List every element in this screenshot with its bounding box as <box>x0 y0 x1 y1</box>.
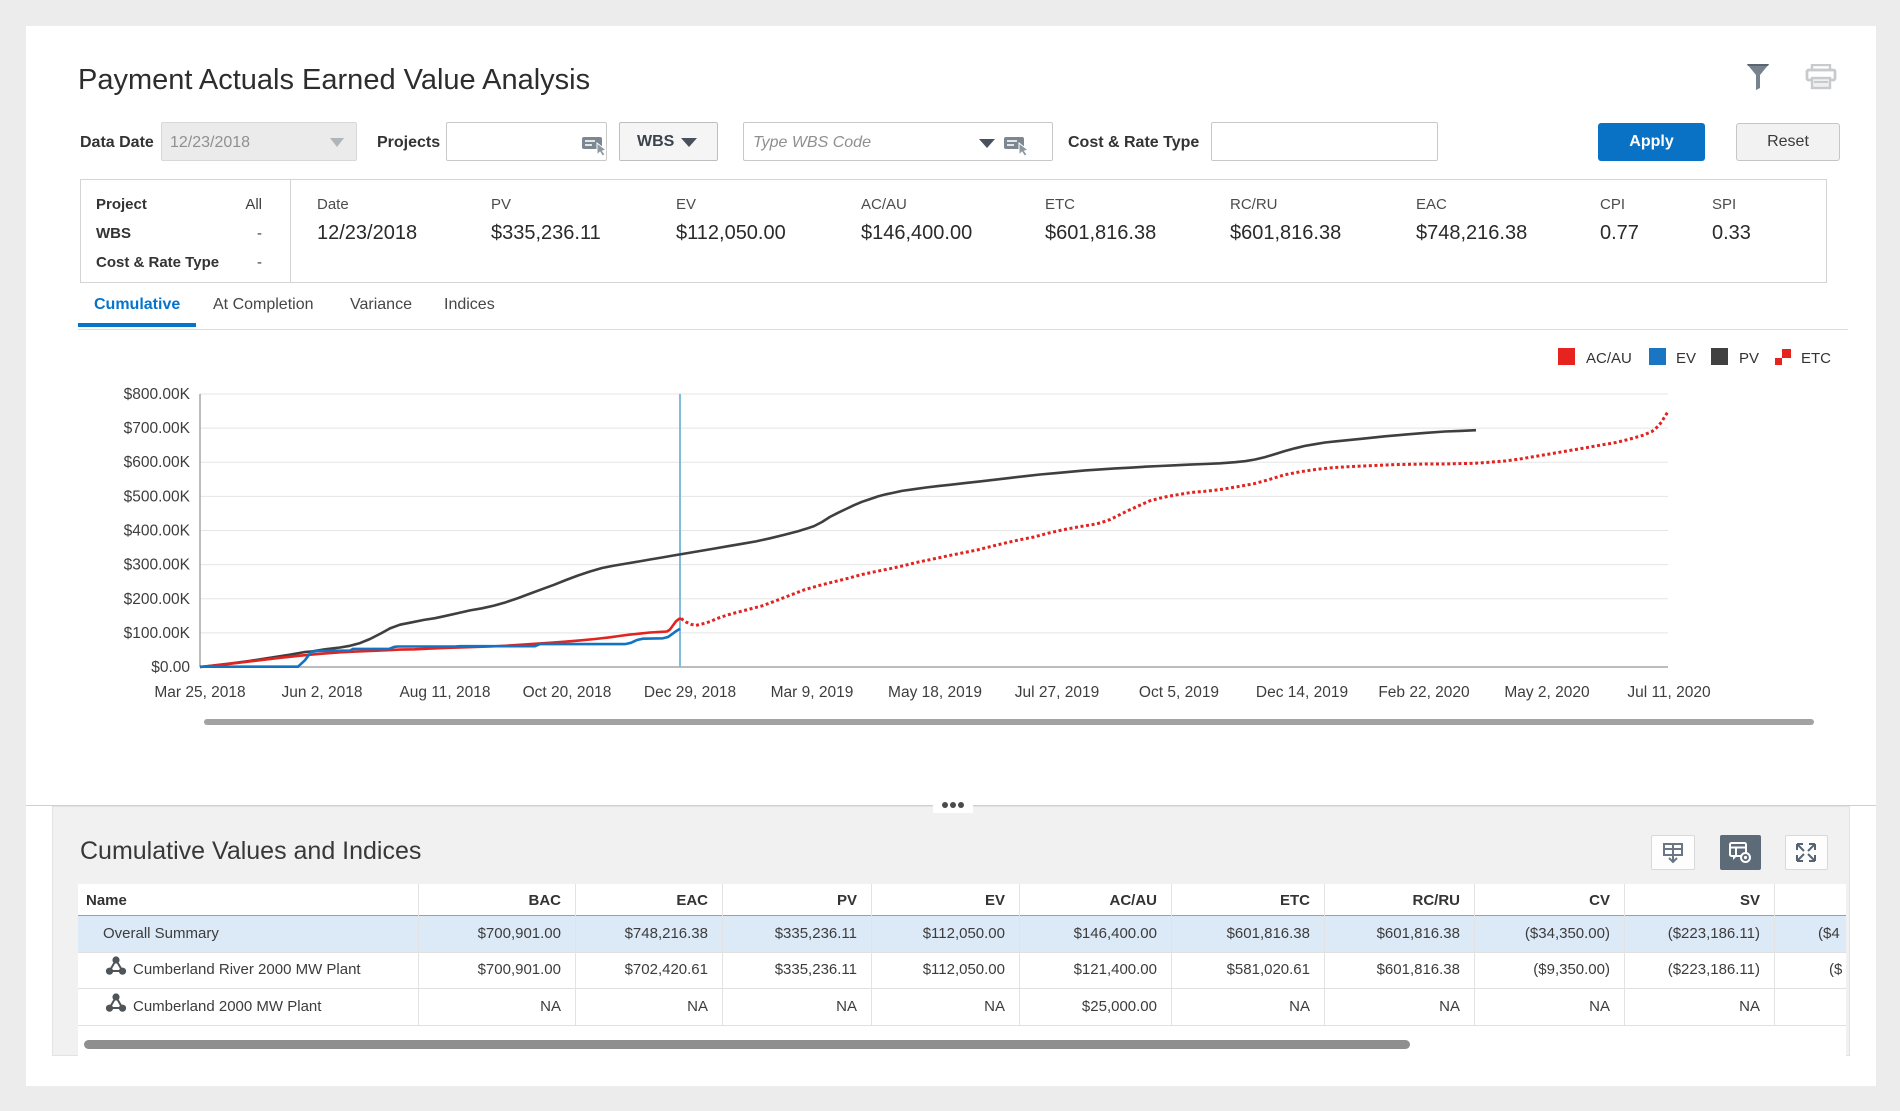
svg-text:Jun 2, 2018: Jun 2, 2018 <box>281 684 362 701</box>
svg-text:Dec 29, 2018: Dec 29, 2018 <box>644 684 736 701</box>
svg-text:May 18, 2019: May 18, 2019 <box>888 684 982 701</box>
svg-text:Oct 5, 2019: Oct 5, 2019 <box>1139 684 1219 701</box>
svg-text:$200.00K: $200.00K <box>124 591 191 608</box>
svg-text:Jul 27, 2019: Jul 27, 2019 <box>1015 684 1099 701</box>
svg-text:May 2, 2020: May 2, 2020 <box>1504 684 1590 701</box>
svg-text:Oct 20, 2018: Oct 20, 2018 <box>523 684 612 701</box>
svg-text:Jul 11, 2020: Jul 11, 2020 <box>1627 684 1711 701</box>
svg-text:Feb 22, 2020: Feb 22, 2020 <box>1378 684 1470 701</box>
svg-text:$400.00K: $400.00K <box>124 523 191 540</box>
svg-text:Dec 14, 2019: Dec 14, 2019 <box>1256 684 1348 701</box>
svg-text:$0.00: $0.00 <box>151 659 190 676</box>
svg-text:$600.00K: $600.00K <box>124 454 191 471</box>
svg-text:Mar 9, 2019: Mar 9, 2019 <box>771 684 854 701</box>
svg-text:Aug 11, 2018: Aug 11, 2018 <box>399 684 490 701</box>
svg-text:$800.00K: $800.00K <box>124 386 191 403</box>
svg-text:Mar 25, 2018: Mar 25, 2018 <box>154 684 245 701</box>
svg-text:$500.00K: $500.00K <box>124 488 191 505</box>
svg-text:$700.00K: $700.00K <box>124 420 191 437</box>
svg-text:$100.00K: $100.00K <box>124 625 191 642</box>
svg-text:$300.00K: $300.00K <box>124 557 191 574</box>
